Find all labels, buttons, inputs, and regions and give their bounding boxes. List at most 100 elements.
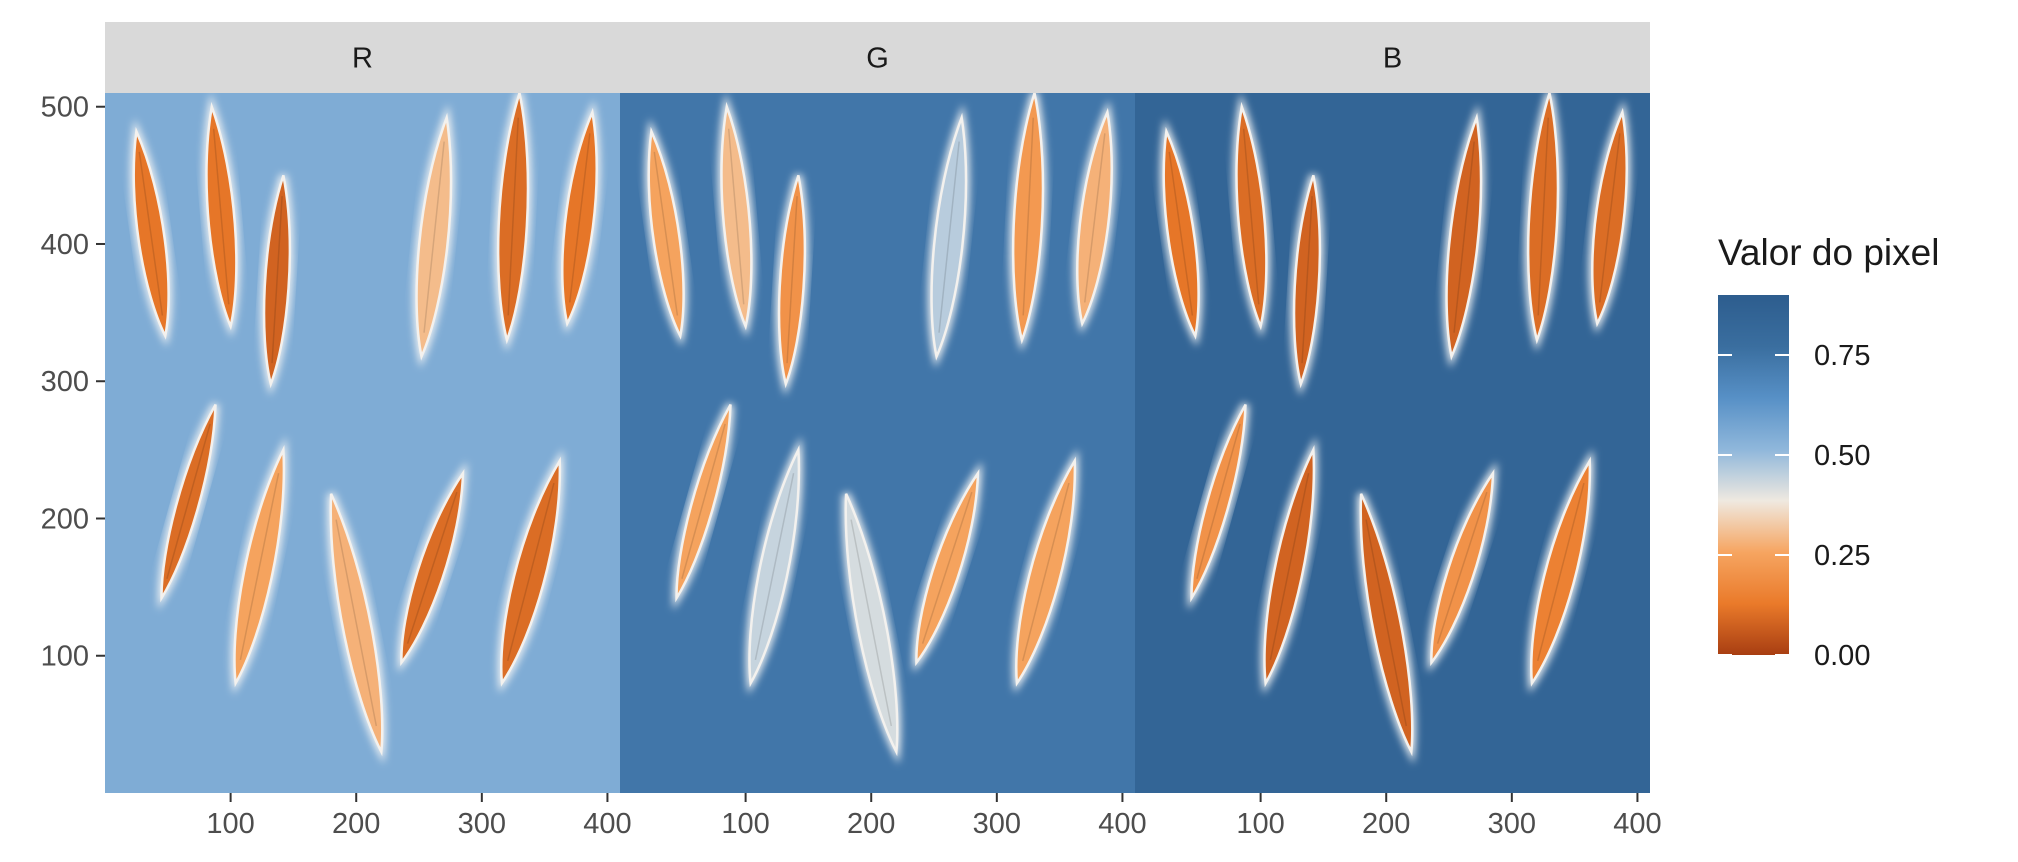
facet-panels: R 100 200 300 400 G 100 200 300 400 B 100 200 300 400 <box>105 22 1662 840</box>
seed-fill <box>160 403 217 603</box>
seed-fill <box>915 468 980 667</box>
x-tick-label: 300 <box>973 808 1021 840</box>
seed-midline <box>239 473 280 661</box>
seed-object <box>912 461 982 673</box>
facet-plot-area <box>620 93 1135 793</box>
facet-strip <box>1135 22 1650 93</box>
seed-midline <box>1599 133 1621 303</box>
seed-fill <box>1526 93 1560 345</box>
seed-fill <box>930 112 968 361</box>
seed-fill <box>496 93 530 345</box>
seed-midline <box>1269 473 1310 661</box>
seed-object <box>1009 93 1047 352</box>
seed-fill <box>1011 93 1045 345</box>
seed-midline <box>850 519 893 727</box>
facet-panel-b: B 100 200 300 400 <box>1135 22 1662 840</box>
seed-midline <box>1537 117 1550 316</box>
seed-object <box>203 93 240 338</box>
seed-midline <box>506 482 555 662</box>
seed-fill <box>1530 456 1592 687</box>
seed-midline <box>1453 141 1475 333</box>
seed-object <box>260 174 294 396</box>
seed-object <box>718 93 755 338</box>
y-axis: 100 200 300 400 500 <box>41 92 105 673</box>
seed-object <box>673 402 735 611</box>
seed-fill <box>400 468 465 667</box>
seed-object <box>928 103 970 369</box>
seed-fill <box>1359 493 1414 757</box>
facet-panel-r: R 100 200 300 400 <box>105 22 632 840</box>
y-tick-label: 500 <box>41 92 89 124</box>
facet-strip <box>620 22 1135 93</box>
seed-midline <box>1022 117 1035 316</box>
x-tick-label: 300 <box>458 808 506 840</box>
seed-midline <box>1196 423 1241 579</box>
seed-midline <box>1242 128 1260 305</box>
seed-object <box>397 461 467 673</box>
x-tick-label: 400 <box>1098 808 1146 840</box>
facet-panel-g: G 100 200 300 400 <box>620 22 1147 840</box>
seed-object <box>494 93 532 352</box>
seed-midline <box>1168 151 1194 316</box>
legend-title: Valor do pixel <box>1718 232 1939 273</box>
seed-object <box>497 448 564 694</box>
seed-midline <box>754 473 795 661</box>
seed-fill <box>1430 468 1495 667</box>
seed-fill <box>1263 445 1316 688</box>
seed-midline <box>1084 133 1106 303</box>
seed-object <box>1527 448 1594 694</box>
legend-tick-label: 0.00 <box>1814 640 1870 672</box>
color-legend: Valor do pixel 0.00 0.25 0.50 0.75 <box>1718 232 1939 672</box>
facet-plot-area <box>1135 93 1650 793</box>
seed-fill <box>132 126 170 340</box>
seed-object <box>1290 174 1324 396</box>
seed-midline <box>166 423 211 579</box>
legend-tick-label: 0.50 <box>1814 440 1870 472</box>
seed-fill <box>647 126 685 340</box>
seed-fill <box>844 493 899 757</box>
seed-fill <box>1235 101 1268 331</box>
seed-fill <box>1190 403 1247 603</box>
x-tick-label: 400 <box>1613 808 1661 840</box>
seed-fill <box>1015 456 1077 687</box>
seed-fill <box>1076 107 1113 328</box>
seed-midline <box>921 491 973 644</box>
seed-midline <box>653 151 679 316</box>
seed-object <box>1260 436 1318 695</box>
seed-midline <box>938 141 960 333</box>
facet-strip-label: R <box>352 43 373 75</box>
seed-fill <box>415 112 453 361</box>
seed-fill <box>1292 174 1322 389</box>
facet-strip-label: B <box>1383 43 1402 75</box>
seed-midline <box>138 151 164 316</box>
seed-midline <box>507 117 520 316</box>
x-tick-label: 100 <box>206 808 254 840</box>
facet-strip-label: G <box>866 43 889 75</box>
seed-midline <box>406 491 458 644</box>
seed-object <box>1233 93 1270 338</box>
seed-midline <box>335 519 378 727</box>
seed-object <box>775 174 809 396</box>
seed-midline <box>1436 491 1488 644</box>
seed-object <box>130 118 173 347</box>
seed-object <box>413 103 455 369</box>
seed-fill <box>500 456 562 687</box>
x-tick-label: 100 <box>721 808 769 840</box>
legend-tick-label: 0.25 <box>1814 540 1870 572</box>
seed-fill <box>205 101 238 331</box>
seed-midline <box>681 423 726 579</box>
seed-fill <box>1162 126 1200 340</box>
seed-fill <box>1591 107 1628 328</box>
seed-midline <box>212 128 230 305</box>
seed-object <box>645 118 688 347</box>
seed-object <box>558 99 601 334</box>
facet-strip <box>105 22 620 93</box>
seed-fill <box>262 174 292 389</box>
y-tick-label: 100 <box>41 641 89 673</box>
seed-fill <box>233 445 286 688</box>
seed-midline <box>1365 519 1408 727</box>
seed-object <box>1524 93 1562 352</box>
seed-object <box>1357 492 1416 765</box>
seed-object <box>842 492 901 765</box>
